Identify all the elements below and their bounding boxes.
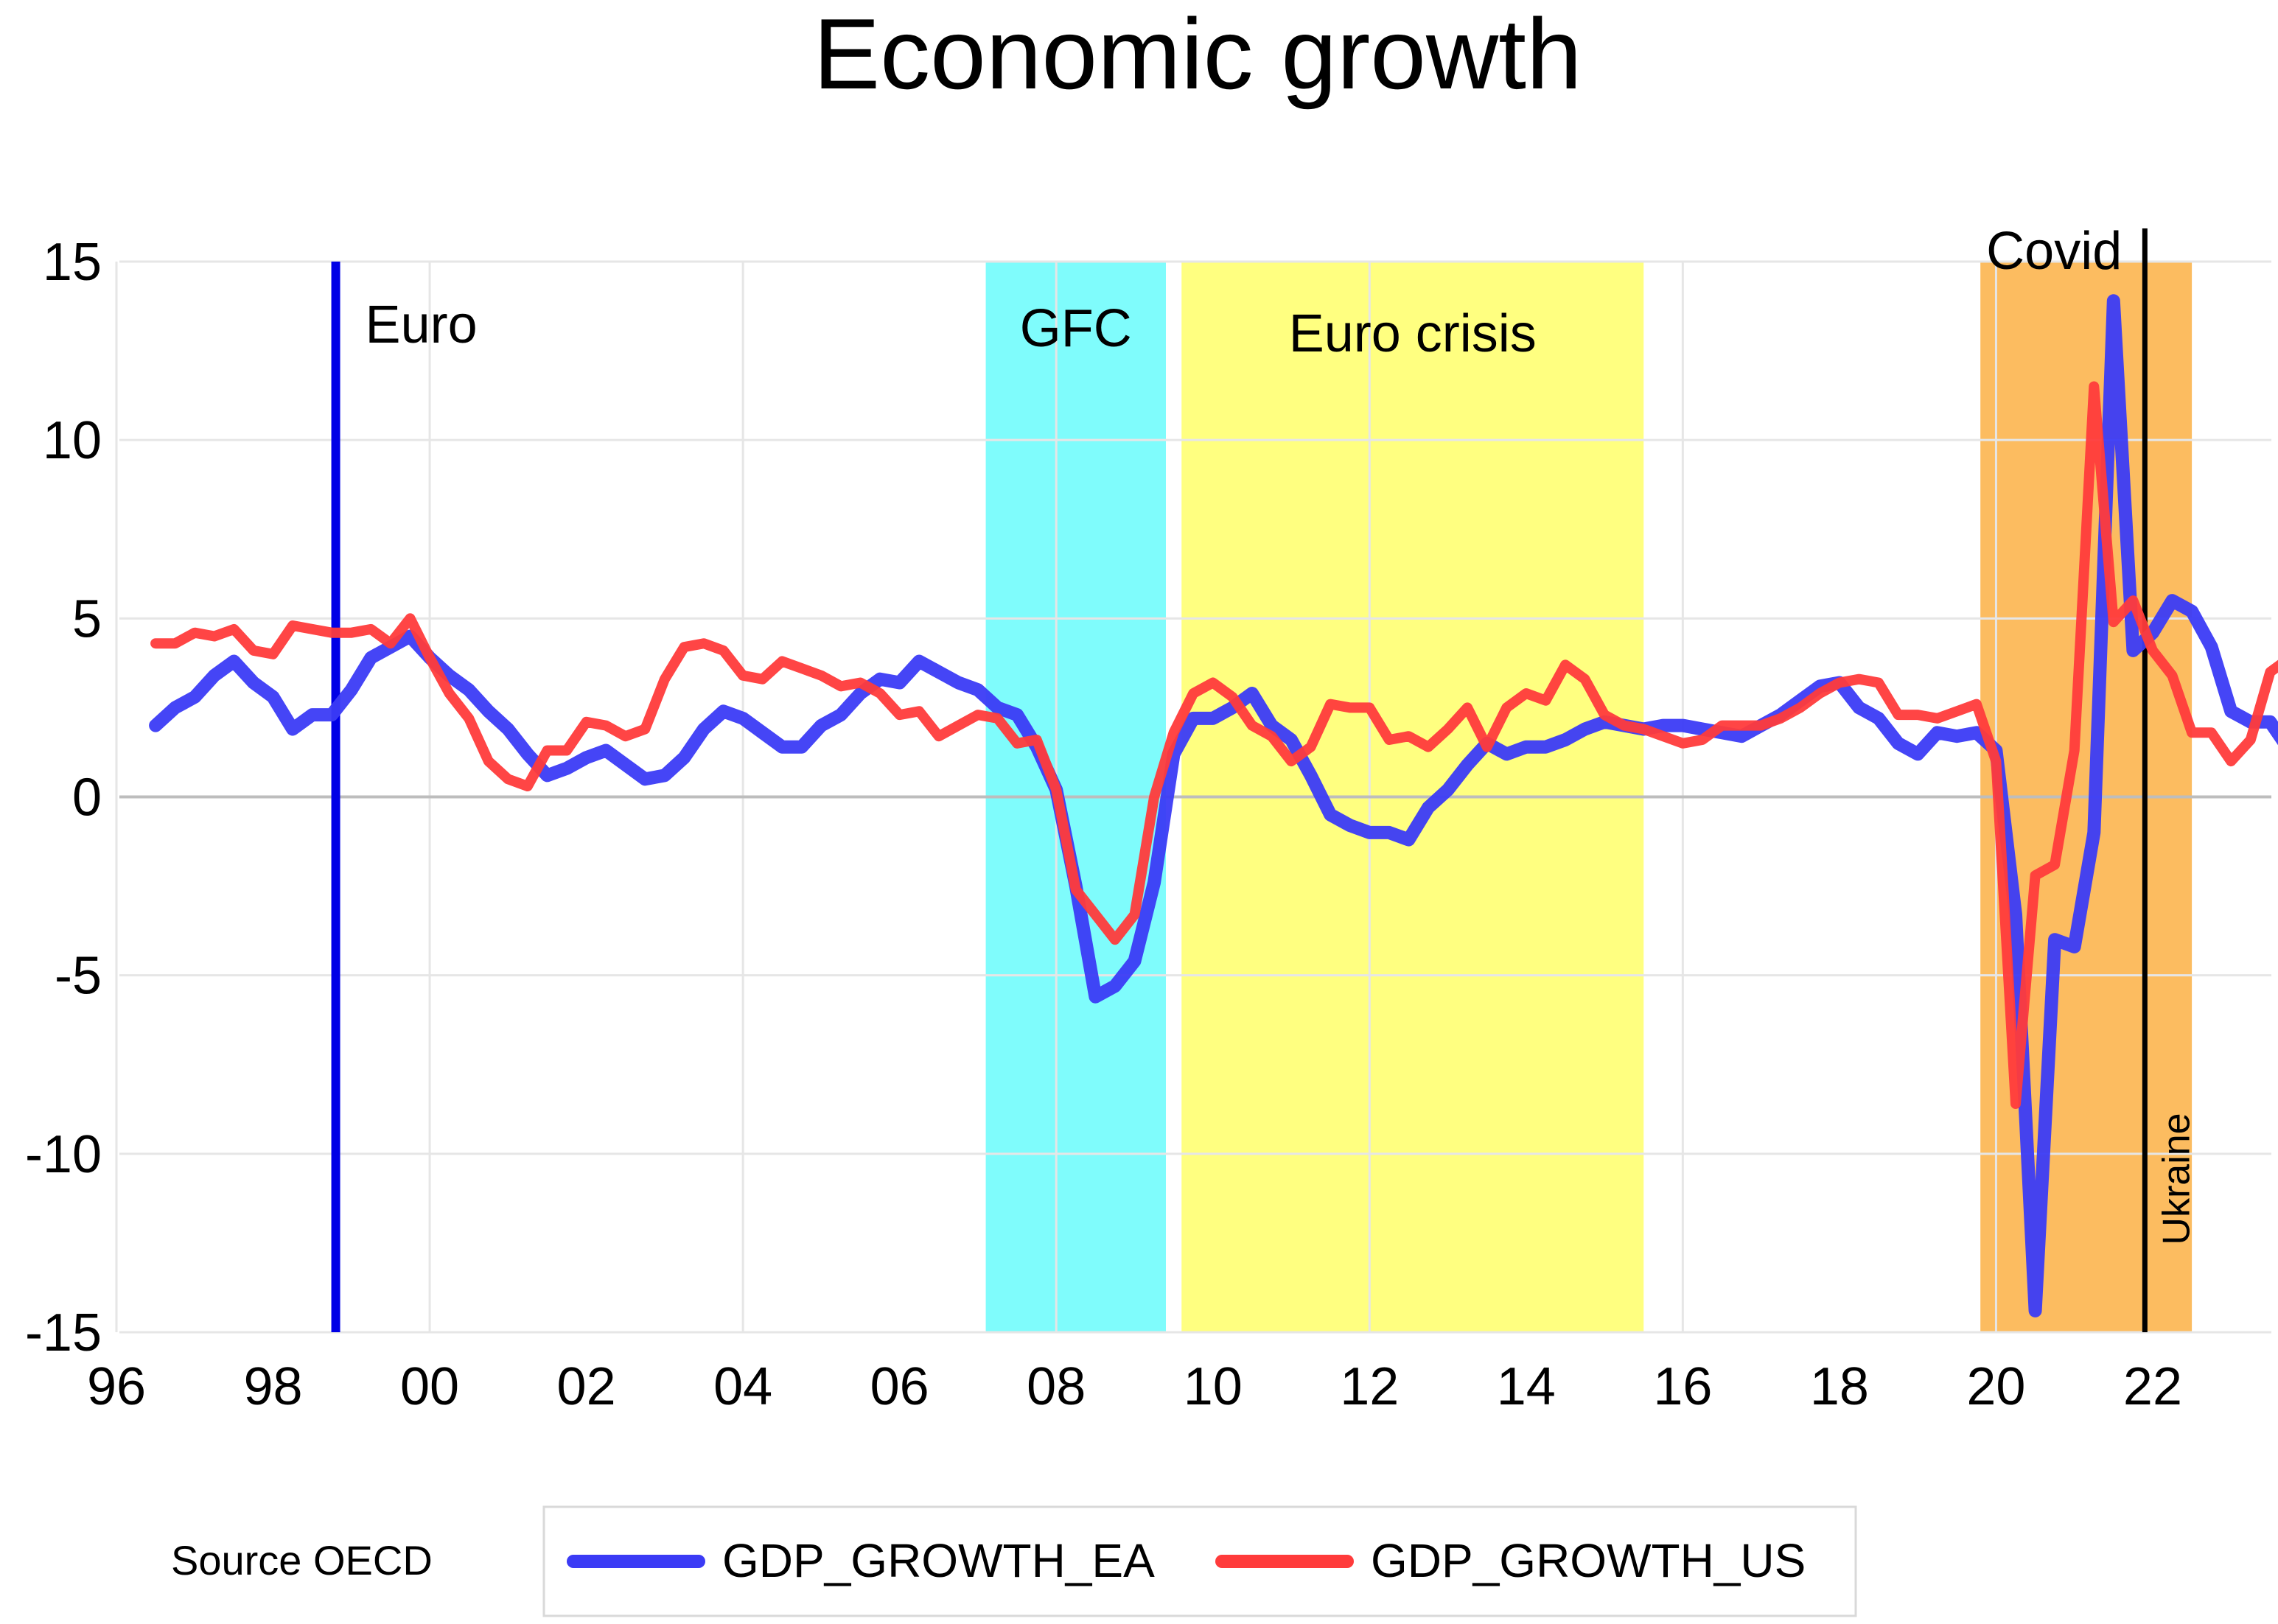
x-tick-label: 00 <box>400 1357 459 1416</box>
annotation-covid: Covid <box>1986 222 2122 281</box>
x-tick-label: 12 <box>1340 1357 1399 1416</box>
chart-title: Economic growth <box>813 0 1582 110</box>
annotation-gfc: GFC <box>1020 299 1132 358</box>
x-tick-label: 02 <box>557 1357 616 1416</box>
annotation-ukraine: Ukraine <box>2155 1113 2198 1245</box>
event-lines <box>331 228 2148 1332</box>
legend: GDP_GROWTH_EA GDP_GROWTH_US <box>542 1505 1857 1617</box>
x-tick-label: 98 <box>243 1357 302 1416</box>
y-tick-label: 0 <box>72 769 102 827</box>
legend-box <box>542 1505 1857 1617</box>
x-tick-label: 10 <box>1184 1357 1243 1416</box>
y-tick-label: -10 <box>25 1125 102 1184</box>
annotation-euro: Euro <box>366 295 478 354</box>
y-axis-ticks: 15 10 5 0 -5 -10 -15 <box>25 233 102 1362</box>
x-tick-label: 16 <box>1653 1357 1712 1416</box>
annotation-euro-crisis: Euro crisis <box>1289 304 1537 363</box>
y-tick-label: 5 <box>72 589 102 648</box>
x-tick-label: 22 <box>2123 1357 2182 1416</box>
series-line-us <box>150 381 2278 1109</box>
y-tick-label: -15 <box>25 1303 102 1362</box>
y-tick-label: 10 <box>43 411 102 470</box>
annotations: Euro GFC Euro crisis Covid Ukraine <box>366 222 2198 1245</box>
legend-us-label: GDP_GROWTH_US <box>1371 1534 1806 1587</box>
series-lines <box>149 294 2278 1317</box>
series-line-ea <box>149 294 2278 1317</box>
y-tick-label: 15 <box>43 233 102 292</box>
source-note: Source OECD <box>171 1537 433 1583</box>
y-tick-label: -5 <box>55 947 102 1006</box>
x-tick-label: 04 <box>713 1357 772 1416</box>
x-tick-label: 18 <box>1810 1357 1869 1416</box>
x-tick-label: 08 <box>1027 1357 1086 1416</box>
legend-ea-label: GDP_GROWTH_EA <box>722 1534 1155 1587</box>
gridlines <box>115 260 2271 1334</box>
x-tick-label: 96 <box>87 1357 146 1416</box>
x-tick-label: 14 <box>1497 1357 1556 1416</box>
x-tick-label: 06 <box>870 1357 929 1416</box>
x-axis-ticks: 96 98 00 02 04 06 08 10 12 14 16 18 20 22 <box>87 1357 2182 1416</box>
x-tick-label: 20 <box>1966 1357 2025 1416</box>
